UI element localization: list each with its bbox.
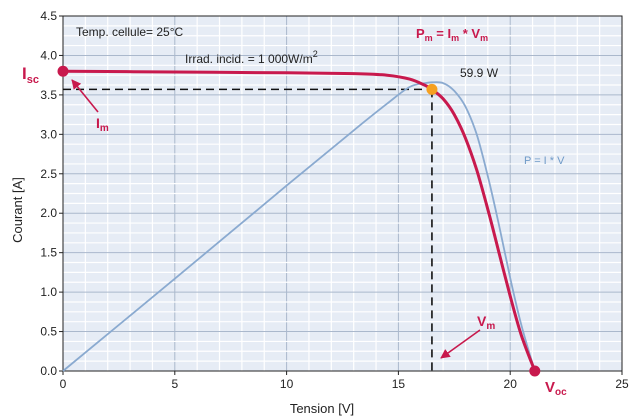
x-axis-title: Tension [V]	[290, 401, 354, 416]
im-label: Im	[96, 115, 109, 134]
pmax-value-label: 59.9 W	[460, 66, 499, 80]
x-tick-label: 5	[171, 377, 178, 391]
iv-curve	[62, 69, 537, 372]
y-tick-label: 0.0	[40, 364, 57, 378]
pm-formula: Pm = Im * Vm	[416, 26, 488, 43]
y-tick-label: 0.5	[40, 325, 57, 339]
y-tick-label: 3.5	[40, 88, 57, 102]
x-tick-labels: 0 5 10 15 20 25	[60, 377, 629, 391]
y-tick-labels: 0.0 0.5 1.0 1.5 2.0 2.5 3.0 3.5 4.0 4.5	[40, 9, 57, 378]
vm-main: V	[477, 313, 487, 329]
irradiance-superscript: 2	[313, 49, 318, 59]
mpp-dashed-lines	[63, 88, 433, 371]
y-tick-label: 2.5	[40, 167, 57, 181]
pm-v-sub: m	[480, 33, 488, 43]
irradiance-note: Irrad. incid. = 1 000W/m2	[185, 49, 318, 66]
isc-point	[57, 65, 69, 77]
vm-arrow	[440, 329, 481, 359]
pm-eq: = I	[433, 26, 451, 41]
pm-p-sub: m	[425, 33, 433, 43]
power-curve-label: P = I * V	[524, 155, 565, 167]
grid-lines	[62, 15, 623, 372]
vm-sub: m	[486, 321, 495, 332]
x-tick-label: 10	[280, 377, 294, 391]
irradiance-text: Irrad. incid. = 1 000W/m	[185, 52, 313, 66]
isc-label: Isc	[22, 64, 39, 86]
tick-marks	[59, 15, 623, 375]
power-curve	[62, 81, 536, 372]
y-tick-label: 2.0	[40, 206, 57, 220]
pm-times: * V	[459, 26, 480, 41]
x-tick-label: 20	[504, 377, 518, 391]
x-tick-label: 0	[60, 377, 67, 391]
im-arrow	[71, 79, 99, 113]
mpp-point	[426, 83, 438, 95]
x-tick-label: 25	[615, 377, 629, 391]
y-tick-label: 4.5	[40, 9, 57, 23]
y-tick-label: 4.0	[40, 48, 57, 62]
y-tick-label: 1.0	[40, 285, 57, 299]
voc-point	[529, 365, 541, 377]
voc-main: V	[545, 379, 555, 396]
pm-p: P	[416, 26, 425, 41]
pm-i-sub: m	[451, 33, 459, 43]
x-tick-label: 15	[392, 377, 406, 391]
isc-main: I	[22, 64, 27, 83]
y-axis-title: Courant [A]	[10, 177, 25, 243]
im-sub: m	[100, 123, 109, 134]
im-main: I	[96, 115, 100, 131]
voc-label: Voc	[545, 379, 567, 398]
isc-sub: sc	[27, 74, 39, 86]
plot-frame	[62, 15, 623, 372]
y-tick-label: 3.0	[40, 127, 57, 141]
voc-sub: oc	[555, 387, 567, 398]
vm-label: Vm	[477, 313, 495, 332]
temperature-note: Temp. cellule= 25°C	[76, 25, 184, 39]
y-tick-label: 1.5	[40, 246, 57, 260]
